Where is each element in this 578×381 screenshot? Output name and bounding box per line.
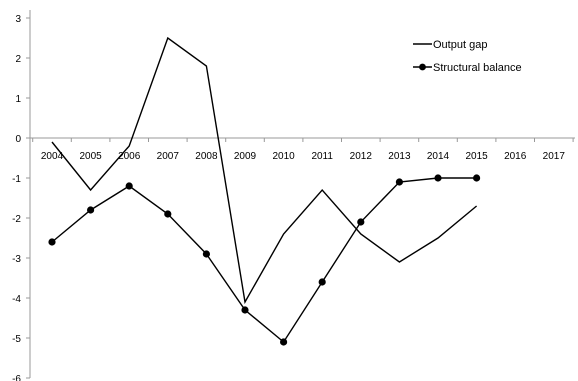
y-tick-labels: 3 2 1 0 -1 -2 -3 -4 -5 -6: [12, 14, 21, 381]
x-tick-label: 2009: [234, 151, 257, 162]
series-line-structural-balance: [51, 177, 477, 344]
x-tick-label: 2014: [427, 151, 450, 162]
x-tick-label: 2017: [543, 151, 566, 162]
data-point-structural-balance: [473, 174, 481, 182]
data-point-structural-balance: [318, 278, 326, 286]
x-tick-label: 2013: [388, 151, 411, 162]
y-tick-label: -5: [12, 334, 21, 345]
x-tick-label: 2006: [118, 151, 141, 162]
data-point-structural-balance: [241, 306, 249, 314]
data-point-structural-balance: [434, 174, 442, 182]
legend: Output gap Structural balance: [413, 39, 522, 74]
y-tick-label: 3: [15, 14, 21, 25]
y-tick-label: -2: [12, 214, 21, 225]
legend-label: Structural balance: [433, 62, 522, 74]
data-point-structural-balance: [395, 178, 403, 186]
data-point-structural-balance: [357, 218, 365, 226]
chart-axes: [26, 10, 575, 379]
y-tick-label: -3: [12, 254, 21, 265]
x-tick-label: 2012: [350, 151, 373, 162]
x-tick-label: 2016: [504, 151, 527, 162]
x-tick-label: 2004: [41, 151, 64, 162]
data-point-structural-balance: [125, 182, 133, 190]
y-tick-label: 0: [15, 134, 21, 145]
data-point-structural-balance: [164, 210, 172, 218]
y-tick-label: -1: [12, 174, 21, 185]
legend-label: Output gap: [433, 39, 487, 51]
x-tick-label: 2015: [465, 151, 488, 162]
data-point-structural-balance: [280, 338, 288, 346]
y-tick-label: 1: [15, 94, 21, 105]
x-tick-label: 2005: [79, 151, 102, 162]
y-tick-label: -6: [12, 374, 21, 381]
x-tick-labels: 2004 2005 2006 2007 2008 2009 2010 2011 2012 2013…: [41, 151, 565, 162]
y-tick-label: -4: [12, 294, 21, 305]
x-tick-label: 2010: [272, 151, 295, 162]
y-tick-label: 2: [15, 54, 21, 65]
series-markers: [48, 174, 481, 346]
series-lines: [51, 36, 478, 344]
x-tick-label: 2008: [195, 151, 218, 162]
x-tick-label: 2007: [157, 151, 180, 162]
data-point-structural-balance: [202, 250, 210, 258]
x-tick-label: 2011: [311, 151, 333, 162]
series-line-output-gap: [51, 36, 478, 305]
data-point-structural-balance: [48, 238, 56, 246]
data-point-structural-balance: [87, 206, 95, 214]
legend-marker: [419, 63, 426, 71]
